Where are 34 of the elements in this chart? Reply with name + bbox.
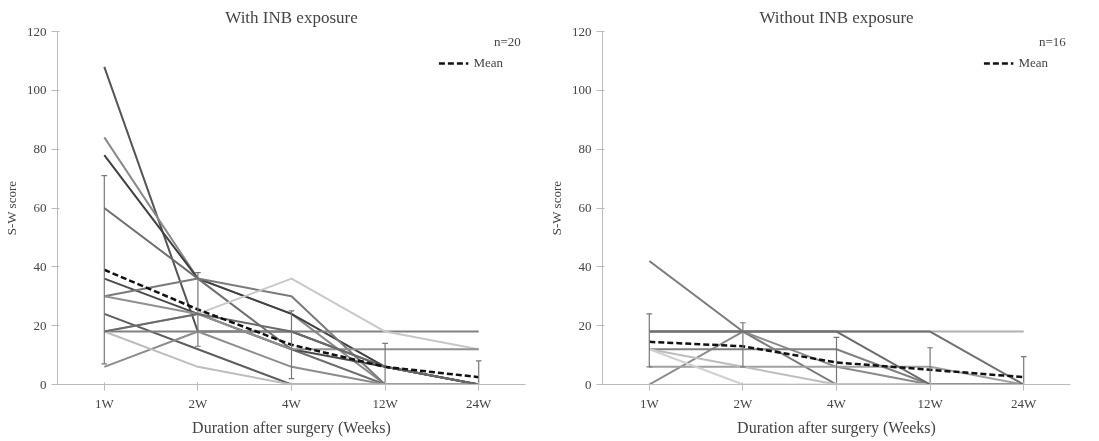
x-tick-label: 12W [372,395,399,411]
x-tick-label: 2W [188,395,209,411]
y-tick-label: 0 [585,376,592,392]
x-tick-label: 24W [1011,395,1038,411]
legend-label: Mean [473,55,503,71]
y-tick-label: 100 [27,82,47,98]
chart-title: Without INB exposure [759,7,914,27]
x-axis-title: Duration after surgery (Weeks) [192,418,391,437]
x-tick-label: 24W [466,395,493,411]
y-tick-label: 80 [33,141,47,157]
y-tick-label: 80 [578,141,592,157]
y-tick-label: 40 [33,258,47,274]
legend-label: Mean [1018,55,1048,71]
y-tick-label: 60 [33,200,47,215]
chart-title: With INB exposure [225,7,358,27]
x-tick-label: 12W [917,395,944,411]
y-tick-label: 60 [578,200,592,215]
x-tick-label: 4W [827,395,847,411]
y-tick-label: 20 [33,317,47,333]
annotation: n=16 [1038,33,1067,49]
y-axis-title: S-W score [549,180,564,236]
y-tick-label: 120 [27,23,47,39]
y-axis-title: S-W score [4,180,19,236]
x-tick-label: 1W [94,395,115,411]
annotation: n=20 [493,33,521,49]
x-tick-label: 1W [639,395,660,411]
y-tick-label: 0 [40,376,47,392]
x-tick-label: 2W [733,395,754,411]
y-tick-label: 20 [578,317,592,333]
y-tick-label: 120 [572,23,592,39]
x-tick-label: 4W [282,395,302,411]
y-tick-label: 100 [572,82,592,98]
x-axis-title: Duration after surgery (Weeks) [737,418,936,437]
y-tick-label: 40 [578,258,592,274]
